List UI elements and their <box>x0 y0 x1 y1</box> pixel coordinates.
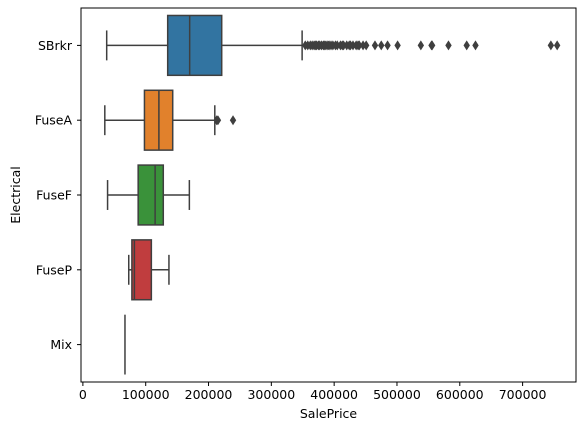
outlier-point <box>356 40 363 51</box>
x-tick-label: 100000 <box>122 387 170 402</box>
outlier-point <box>547 40 555 51</box>
x-tick-label: 0 <box>79 387 87 402</box>
x-tick-label: 400000 <box>310 387 358 402</box>
y-tick-label: FuseF <box>36 188 72 203</box>
outlier-point <box>417 40 425 51</box>
x-tick-label: 300000 <box>247 387 295 402</box>
outlier-point <box>362 40 370 51</box>
x-axis-label: SalePrice <box>300 406 358 421</box>
outlier-point <box>445 40 452 51</box>
outlier-point <box>553 40 561 51</box>
y-tick-label: FuseA <box>35 113 73 128</box>
outlier-point <box>394 40 401 51</box>
outlier-point <box>378 40 385 51</box>
x-tick-label: 600000 <box>436 387 484 402</box>
y-axis-label: Electrical <box>8 166 23 223</box>
outlier-point <box>384 40 391 51</box>
y-tick-label: Mix <box>50 337 72 352</box>
y-axis-ticks: SBrkr FuseA FuseF FuseP Mix <box>35 38 81 352</box>
box-iqr <box>137 164 165 226</box>
outlier-point <box>371 40 379 51</box>
outlier-point <box>472 40 479 51</box>
y-tick-label: FuseP <box>36 262 73 277</box>
outlier-point <box>463 40 470 51</box>
x-tick-label: 700000 <box>499 387 547 402</box>
box-iqr <box>166 14 223 77</box>
x-axis-ticks: 0 100000 200000 300000 400000 500000 600000 700… <box>79 382 547 402</box>
box-iqr <box>131 239 153 301</box>
x-tick-label: 500000 <box>373 387 421 402</box>
box-group-sbrkr <box>105 14 561 77</box>
outlier-point <box>229 115 237 126</box>
outlier-point <box>214 115 222 126</box>
boxes-layer <box>104 14 561 375</box>
box-group-fusep <box>127 239 170 301</box>
y-tick-label: SBrkr <box>38 38 73 53</box>
box-group-fusef <box>106 164 191 226</box>
box-group-fusea <box>104 89 237 151</box>
x-tick-label: 200000 <box>185 387 233 402</box>
outlier-point <box>428 40 436 51</box>
